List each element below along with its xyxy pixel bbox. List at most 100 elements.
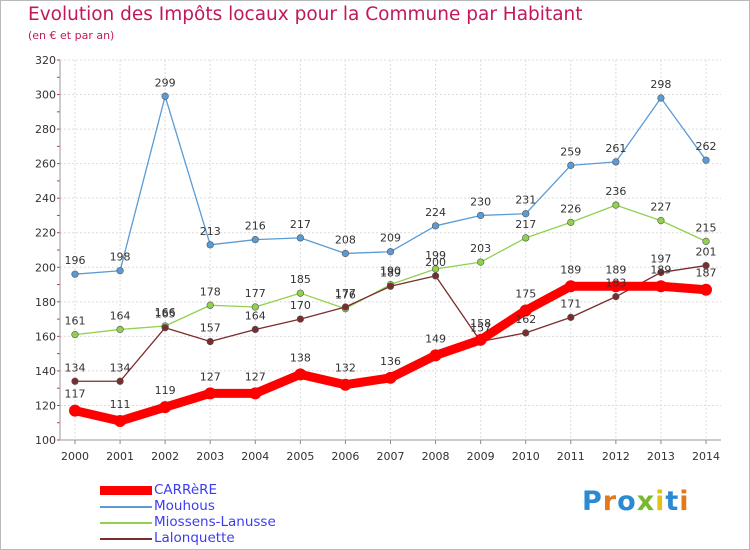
data-point [251,236,259,244]
legend-label: Lalonquette [154,530,235,546]
data-point [700,283,712,296]
data-point [339,378,352,391]
chart-subtitle: (en € et par an) [28,29,115,42]
data-label: 183 [605,277,626,290]
data-label: 170 [290,299,311,312]
data-point [386,248,395,256]
data-label: 201 [696,246,717,259]
data-point [474,333,487,346]
data-label: 127 [200,370,221,383]
data-point [522,234,530,242]
x-tick-label: 2004 [241,450,269,463]
data-point [657,94,665,102]
data-label: 166 [155,306,176,319]
data-point [702,156,710,164]
data-label: 189 [605,263,626,276]
legend-item-lalonquette: Lalonquette [100,530,340,548]
x-tick-label: 2007 [377,450,405,463]
data-point [522,210,530,218]
data-point [161,324,169,332]
data-point [657,268,665,277]
data-label: 165 [155,308,176,321]
logo-letter: i [679,486,690,517]
data-label: 209 [380,232,401,245]
data-point [206,241,214,249]
data-point [702,237,710,245]
x-tick-label: 2012 [602,450,630,463]
data-point [567,161,575,169]
x-tick-label: 2003 [196,450,224,463]
legend-swatch [100,538,152,540]
data-point [341,303,350,311]
data-label: 199 [425,249,446,262]
data-point [116,377,124,385]
data-label: 162 [515,313,536,326]
x-tick-label: 2000 [61,450,89,463]
data-label: 189 [560,263,581,276]
data-label: 196 [65,254,86,267]
data-point [116,267,124,275]
legend-item-carrere: CARRèRE [100,482,340,500]
data-point [384,371,397,384]
logo-letter: P [582,486,603,517]
data-label: 158 [470,317,491,330]
data-label: 138 [290,351,311,364]
data-label: 178 [200,285,221,298]
data-label: 298 [650,78,671,91]
data-label: 299 [155,76,176,89]
data-point [657,217,665,225]
y-tick-label: 240 [35,192,56,205]
data-point [71,331,79,339]
data-label: 217 [290,218,311,231]
data-label: 127 [245,370,266,383]
data-label: 177 [335,287,356,300]
data-label: 203 [470,242,491,255]
data-label: 197 [650,252,671,265]
chart-title: Evolution des Impôts locaux pour la Comm… [28,4,583,25]
y-tick-label: 120 [35,399,56,412]
data-label: 217 [515,218,536,231]
data-point [206,301,214,309]
x-tick-label: 2008 [422,450,450,463]
legend-label: Mouhous [154,498,215,514]
data-point [564,280,577,293]
y-tick-label: 160 [35,330,56,343]
data-point [294,368,307,381]
data-label: 215 [696,221,717,234]
data-point [477,258,485,266]
data-label: 132 [335,362,356,375]
data-point [71,270,79,278]
data-point [612,201,620,209]
data-label: 198 [110,251,131,264]
legend-swatch [100,486,152,495]
x-tick-label: 2006 [331,450,359,463]
data-point [204,387,217,400]
data-point [341,249,350,258]
data-label: 164 [245,309,266,322]
logo-letter: r [602,486,618,517]
data-label: 226 [560,202,581,215]
y-tick-label: 100 [35,434,56,447]
legend-label: Miossens-Lanusse [154,514,276,530]
data-point [431,265,440,273]
data-label: 149 [425,332,446,345]
data-label: 134 [65,361,86,374]
data-point [567,218,575,226]
data-label: 236 [605,185,626,198]
logo-letter: t [665,486,680,517]
data-point [612,158,620,166]
y-tick-label: 200 [35,261,56,274]
data-label: 230 [470,195,491,208]
logo-letter: i [655,486,666,517]
data-label: 259 [560,145,581,158]
data-label: 119 [155,384,176,397]
data-point [522,329,530,337]
x-tick-label: 2002 [151,450,179,463]
data-point [519,304,532,317]
data-point [386,282,395,290]
proxiti-logo: Proxiti [582,486,690,517]
data-point [431,272,440,280]
y-tick-label: 260 [35,158,56,171]
data-point [249,387,262,400]
